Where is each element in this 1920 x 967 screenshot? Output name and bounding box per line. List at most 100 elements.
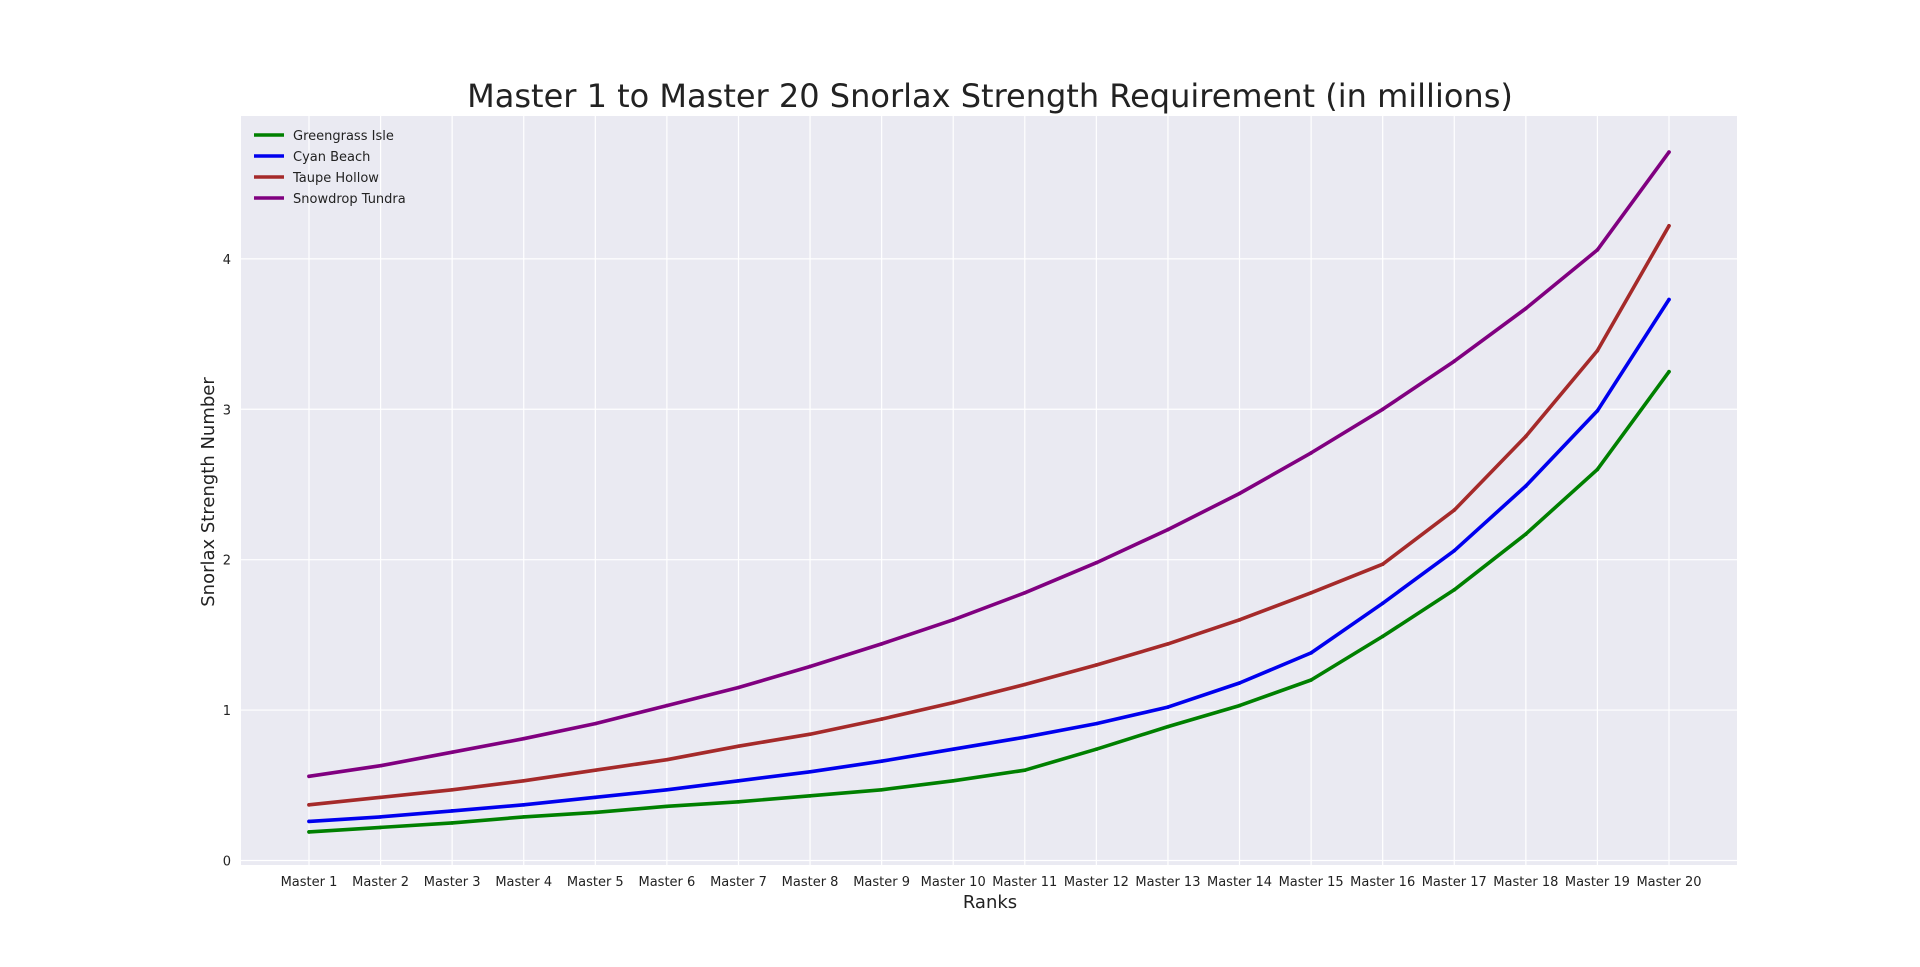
data-point — [378, 763, 383, 768]
data-point — [736, 778, 741, 783]
data-point — [1094, 721, 1099, 726]
data-point — [521, 736, 526, 741]
data-point — [378, 815, 383, 819]
data-point — [665, 703, 669, 708]
data-point — [1380, 562, 1385, 566]
data-point — [1309, 590, 1313, 595]
grid-lines — [241, 116, 1737, 865]
legend-label: Snowdrop Tundra — [293, 192, 406, 207]
data-point — [665, 804, 669, 809]
y-tick-label: 2 — [223, 554, 231, 569]
data-point — [1595, 467, 1600, 472]
data-point — [450, 750, 454, 754]
x-tick-label: Master 20 — [1636, 875, 1701, 890]
x-tick-label: Master 15 — [1279, 875, 1344, 890]
data-point — [307, 774, 311, 779]
data-point — [1094, 663, 1099, 667]
data-point — [307, 803, 311, 807]
y-tick-label: 0 — [223, 854, 231, 869]
data-point — [1094, 747, 1099, 751]
data-point — [1667, 297, 1671, 302]
data-point — [307, 830, 311, 834]
data-point — [1022, 735, 1027, 739]
data-point — [1452, 587, 1457, 592]
data-point — [665, 787, 669, 792]
x-tick-label: Master 3 — [424, 875, 481, 890]
plot-area — [241, 116, 1737, 865]
data-point — [1667, 369, 1671, 374]
x-tick-label: Master 11 — [992, 875, 1057, 890]
data-point — [1595, 248, 1600, 252]
data-point — [736, 744, 741, 748]
series-group — [307, 150, 1671, 779]
y-axis-label: Snorlax Strength Number — [198, 377, 219, 607]
series-group — [307, 297, 1671, 824]
x-tick-label: Master 8 — [782, 875, 839, 890]
series-line — [307, 297, 1671, 824]
series-group — [307, 223, 1671, 807]
data-point — [1667, 150, 1671, 154]
x-tick-label: Master 14 — [1207, 875, 1272, 890]
legend-label: Taupe Hollow — [292, 171, 379, 186]
data-point — [1022, 590, 1027, 595]
x-axis-label: Ranks — [963, 892, 1017, 913]
x-tick-label: Master 19 — [1565, 875, 1630, 890]
x-tick-label: Master 1 — [281, 875, 338, 890]
x-tick-label: Master 12 — [1064, 875, 1129, 890]
x-tick-label: Master 6 — [638, 875, 695, 890]
data-point — [879, 787, 884, 792]
data-point — [808, 732, 812, 736]
data-point — [593, 810, 598, 815]
y-tick-label: 1 — [223, 704, 231, 719]
series-line — [307, 369, 1671, 834]
data-point — [1452, 548, 1457, 553]
x-tick-label: Master 17 — [1422, 875, 1487, 890]
x-tick-label: Master 16 — [1350, 875, 1415, 890]
data-point — [1595, 348, 1600, 353]
x-tick-label: Master 2 — [352, 875, 409, 890]
data-point — [1166, 724, 1170, 729]
data-point — [1524, 484, 1528, 488]
legend-label: Greengrass Isle — [293, 129, 394, 144]
data-point — [1524, 306, 1528, 311]
x-tick-label: Master 4 — [495, 875, 552, 890]
legend-label: Cyan Beach — [293, 150, 370, 165]
data-point — [1237, 491, 1242, 496]
x-tick-label: Master 13 — [1135, 875, 1200, 890]
data-point — [1380, 601, 1385, 606]
data-point — [1237, 681, 1242, 685]
data-point — [1022, 682, 1027, 687]
data-point — [808, 794, 812, 798]
data-point — [593, 768, 598, 773]
data-point — [1524, 434, 1528, 439]
x-axis-ticks: Master 1 Master 2 Master 3 Master 4 Master 5… — [281, 875, 1702, 890]
series-line — [307, 150, 1671, 779]
data-point — [1022, 768, 1027, 773]
series-layer — [307, 150, 1671, 834]
data-point — [879, 717, 884, 721]
data-point — [1166, 642, 1170, 646]
series-line — [307, 224, 1671, 807]
data-point — [808, 664, 812, 669]
data-point — [593, 721, 598, 726]
data-point — [1166, 527, 1170, 532]
data-point — [378, 795, 383, 800]
data-point — [736, 800, 741, 804]
data-point — [736, 685, 741, 690]
data-point — [521, 815, 526, 819]
data-point — [1380, 407, 1385, 412]
data-point — [1309, 451, 1313, 455]
data-point — [378, 825, 383, 830]
data-point — [450, 821, 454, 825]
data-point — [951, 778, 956, 783]
chart-title: Master 1 to Master 20 Snorlax Strength R… — [467, 77, 1513, 115]
data-point — [1667, 223, 1671, 228]
data-point — [665, 757, 669, 762]
y-tick-label: 4 — [223, 253, 231, 268]
data-point — [1524, 532, 1528, 536]
x-tick-label: Master 10 — [921, 875, 986, 890]
data-point — [879, 759, 884, 764]
data-point — [1237, 703, 1242, 708]
data-point — [808, 769, 812, 774]
